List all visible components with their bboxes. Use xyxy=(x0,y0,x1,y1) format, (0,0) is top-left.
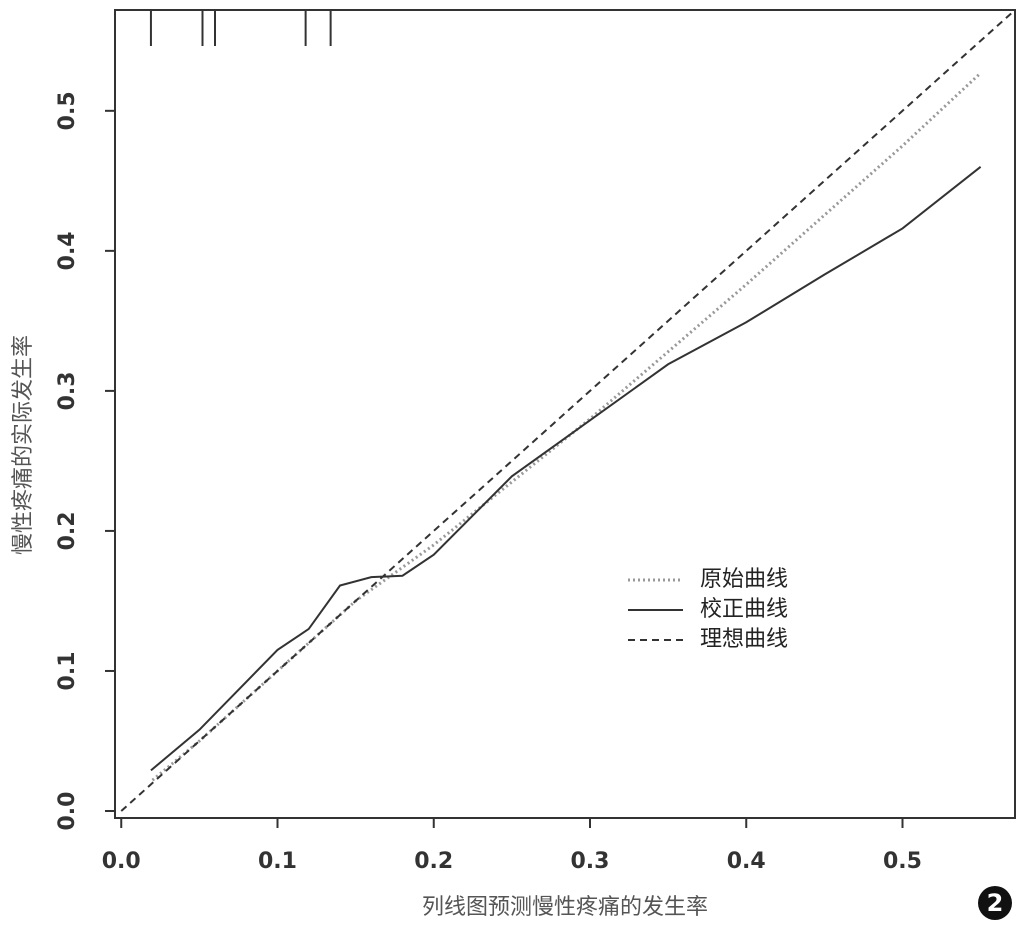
x-tick-label: 0.1 xyxy=(258,849,297,874)
y-tick-label: 0.0 xyxy=(55,792,80,831)
legend-label: 校正曲线 xyxy=(700,597,788,622)
y-axis-label: 慢性疼痛的实际发生率 xyxy=(11,335,36,555)
x-tick-label: 0.5 xyxy=(883,849,922,874)
y-tick-label: 0.4 xyxy=(55,231,80,270)
series-line xyxy=(120,9,1016,812)
annotation-badge xyxy=(978,886,1012,920)
x-tick-label: 0.2 xyxy=(414,849,453,874)
series-line xyxy=(151,71,982,782)
y-tick-label: 0.5 xyxy=(55,91,80,130)
x-tick-label: 0.4 xyxy=(727,849,766,874)
x-tick-label: 0.3 xyxy=(571,849,610,874)
x-tick-label: 0.0 xyxy=(102,849,141,874)
annotation: 2 xyxy=(987,889,1004,917)
plot-frame xyxy=(114,9,1016,819)
y-tick-label: 0.3 xyxy=(55,371,80,410)
y-tick-label: 0.1 xyxy=(55,651,80,690)
y-tick-label: 0.2 xyxy=(55,511,80,550)
legend-label: 理想曲线 xyxy=(700,627,788,652)
legend-label: 原始曲线 xyxy=(700,567,788,592)
x-axis-label: 列线图预测慢性疼痛的发生率 xyxy=(422,895,708,920)
series-line xyxy=(150,166,982,772)
